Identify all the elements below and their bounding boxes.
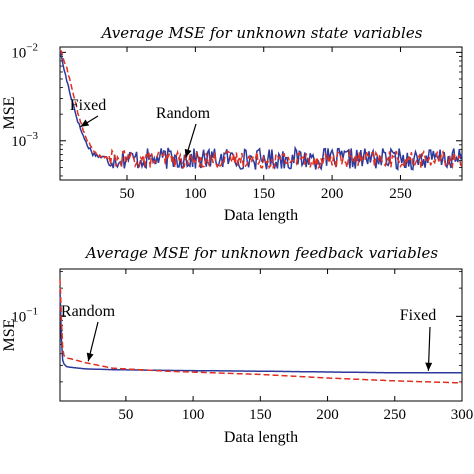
annotation-arrow-head [425,362,433,371]
x-tick-label: 250 [384,407,407,423]
annotation-label: Random [61,303,116,320]
x-axis-ticks: 50 100 150 200 250 [120,47,412,202]
y-tick-label: 10−2 [11,41,38,61]
x-axis-label: Data length [224,429,298,446]
feedback-variables-panel: Average MSE for unknown feedback variabl… [1,244,473,446]
annotations: Fixed Random [70,97,211,158]
annotation-arrow-head [86,352,94,362]
series-line-random [59,49,463,170]
series-line-random [59,278,462,384]
x-tick-label: 100 [182,407,205,423]
annotation-label: Fixed [400,307,436,324]
y-axis-label: MSE [1,319,18,352]
x-tick-label: 200 [321,186,344,202]
plot-frame [59,268,463,402]
y-tick-label: 10−3 [11,130,38,150]
plot-frame [59,46,463,181]
x-tick-label: 50 [118,407,133,423]
chart-title: Average MSE for unknown state variables [100,24,423,42]
annotation-label: Fixed [70,97,106,114]
x-tick-label: 200 [316,407,339,423]
annotations: Random Fixed [61,303,436,371]
y-axis-label: MSE [1,97,18,130]
y-axis-ticks: 10−1 [11,271,462,383]
x-tick-label: 100 [184,186,207,202]
series-line-fixed [59,51,463,171]
annotation-arrow-head [184,148,192,158]
x-axis-ticks: 50 100 150 200 250 300 [118,269,473,423]
x-tick-label: 50 [120,186,135,202]
x-tick-label: 300 [451,407,474,423]
series-lines [59,278,462,384]
series-line-fixed [59,290,462,374]
annotation-arrow-head [80,119,90,127]
x-axis-label: Data length [224,207,298,224]
chart-title: Average MSE for unknown feedback variabl… [84,244,438,262]
x-tick-label: 150 [252,186,275,202]
state-variables-panel: Average MSE for unknown state variables … [1,24,463,224]
annotation-label: Random [156,105,211,122]
x-tick-label: 250 [389,186,412,202]
series-lines [59,49,463,171]
x-tick-label: 150 [249,407,272,423]
